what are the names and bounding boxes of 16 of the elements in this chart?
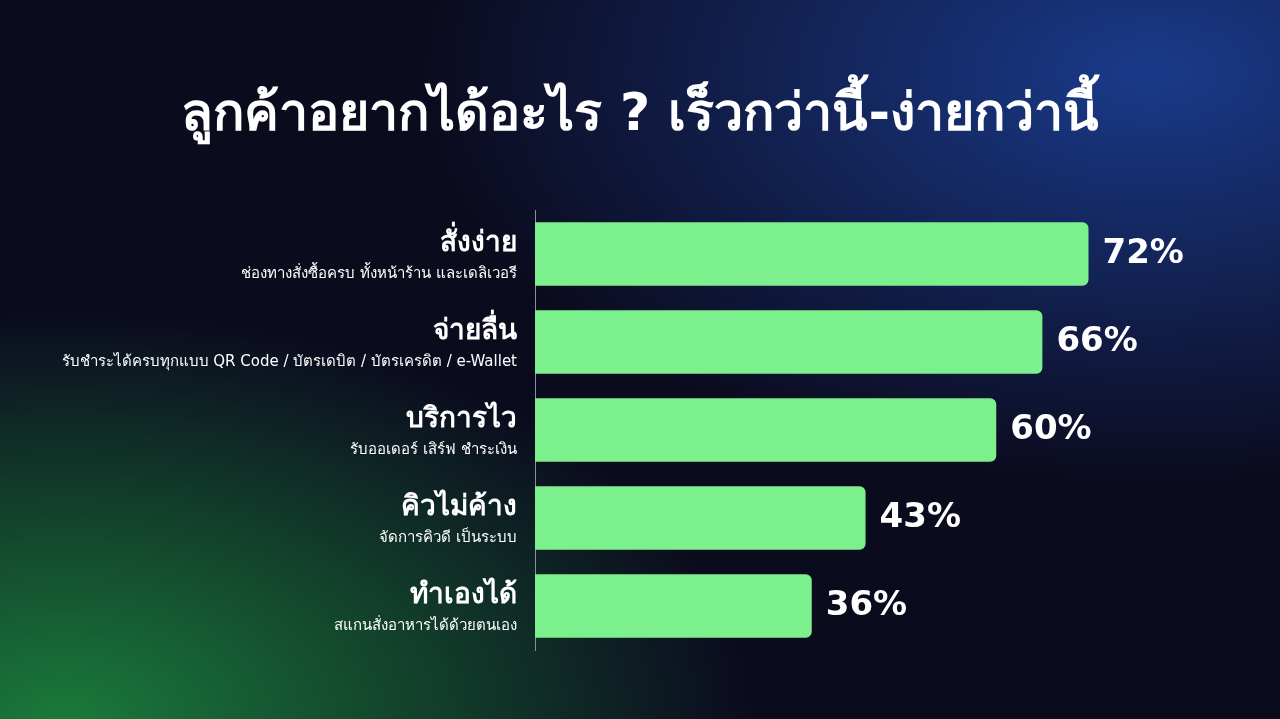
y-tick-label: จ่ายลื่น รับชำระได้ครบทุกแบบ QR Code / บัตรเดบิต / บัตรเครดิต / e-Wallet [61,309,518,371]
data-label: 60% [1010,406,1092,447]
data-label: 43% [879,494,961,535]
bar [535,574,812,638]
data-label: 36% [825,582,908,623]
y-tick-label: สั่งง่าย ช่องทางสั่งซื้อครบ ทั้งหน้าร้าน และเดลิเวอรี [241,221,517,282]
y-tick-label: ทำเองได้ สแกนสั่งอาหารได้ด้วยตนเอง [334,577,517,634]
data-label: 66% [1056,318,1138,359]
y-tick-label: บริการไว รับออเดอร์ เสิร์ฟ ชำระเงิน [350,401,517,458]
bar [535,486,866,550]
bar [535,310,1043,374]
chart-title: ลูกค้าอยากได้อะไร ? เร็วกว่านี้-ง่ายกว่านี้ [180,73,1101,147]
bar [535,398,997,462]
bar [535,222,1089,286]
data-label: 72% [1102,230,1184,271]
y-tick-label: คิวไม่ค้าง จัดการคิวดี เป็นระบบ [379,489,517,546]
